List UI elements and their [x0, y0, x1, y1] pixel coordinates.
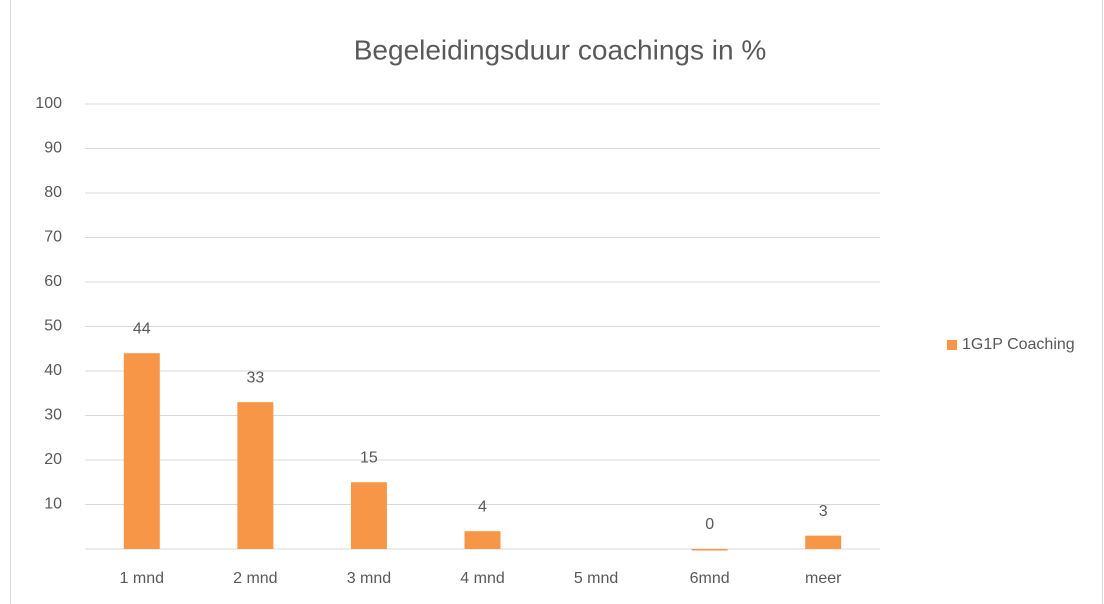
bar — [805, 535, 842, 549]
y-tick-label: 90 — [44, 140, 62, 157]
data-label: 33 — [246, 369, 264, 386]
x-tick-label: 3 mnd — [347, 570, 391, 587]
y-tick-label: 20 — [44, 451, 62, 468]
legend-swatch — [947, 340, 957, 350]
data-label: 4 — [478, 498, 487, 515]
data-label: 3 — [819, 503, 828, 520]
y-tick-label: 50 — [44, 318, 62, 335]
bar — [123, 353, 160, 549]
x-tick-label: 6mnd — [690, 570, 730, 587]
bar — [237, 402, 274, 549]
bar — [350, 482, 387, 549]
y-tick-label: 40 — [44, 362, 62, 379]
y-tick-label: 100 — [35, 95, 62, 112]
data-label: 44 — [133, 320, 151, 337]
chart-title: Begeleidingsduur coachings in % — [354, 34, 767, 65]
x-tick-label: 1 mnd — [120, 570, 164, 587]
bar — [464, 531, 501, 549]
x-tick-label: 5 mnd — [574, 570, 618, 587]
x-tick-label: meer — [805, 570, 842, 587]
y-tick-label: 10 — [44, 496, 62, 513]
y-tick-label: 70 — [44, 229, 62, 246]
legend-label: 1G1P Coaching — [962, 336, 1075, 353]
x-tick-label: 2 mnd — [233, 570, 277, 587]
chart-border — [10, 0, 1103, 604]
data-label: 15 — [360, 449, 378, 466]
y-tick-label: 60 — [44, 273, 62, 290]
y-tick-label: 30 — [44, 407, 62, 424]
data-label: 0 — [705, 516, 714, 533]
y-tick-label: 80 — [44, 184, 62, 201]
x-tick-label: 4 mnd — [460, 570, 504, 587]
bar — [691, 549, 728, 551]
